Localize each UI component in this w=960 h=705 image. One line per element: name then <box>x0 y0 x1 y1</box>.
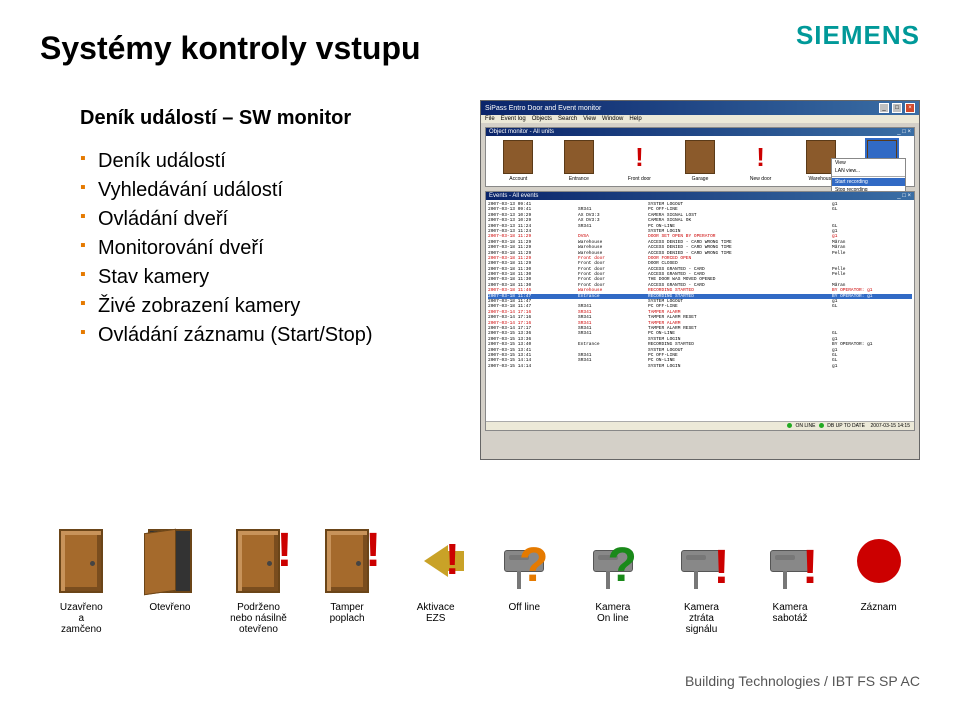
status-online: ON LINE <box>795 423 815 429</box>
menu-item[interactable]: View <box>832 159 905 167</box>
legend-label: Uzavřeno a zamčeno <box>40 602 123 635</box>
object-item[interactable]: Account <box>490 140 547 182</box>
camera-sabotage-icon: ! <box>758 524 822 598</box>
door-icon <box>685 140 715 174</box>
door-icon <box>503 140 533 174</box>
object-monitor-window: Object monitor - All units _ □ × Account… <box>485 127 915 187</box>
alert-icon <box>746 140 776 174</box>
menu-item[interactable]: View <box>583 116 596 122</box>
menu-item[interactable]: Help <box>629 116 641 122</box>
door-icon <box>564 140 594 174</box>
menu-item[interactable]: File <box>485 116 495 122</box>
legend-label: Kamera ztráta signálu <box>660 602 743 635</box>
menu-item-selected[interactable]: Start recording <box>832 178 905 186</box>
legend-item: Záznam <box>837 524 920 635</box>
legend-label: Kamera sabotáž <box>749 602 832 624</box>
legend-item: ! Kamera sabotáž <box>749 524 832 635</box>
status-dot-icon <box>819 423 824 428</box>
door-force-icon <box>315 524 379 598</box>
legend-item: Podrženo nebo násilně otevřeno <box>217 524 300 635</box>
events-body: 2007-03-13 09:41SYSTEM LOGOUTg12007-03-1… <box>486 200 914 371</box>
object-label: Entrance <box>551 176 608 182</box>
object-label: Garage <box>672 176 729 182</box>
brand-logo: SIEMENS <box>796 20 920 51</box>
window-titlebar: SiPass Entro Door and Event monitor _ □ … <box>481 101 919 115</box>
menu-item[interactable]: Objects <box>532 116 552 122</box>
statusbar: ON LINE DB UP TO DATE 2007-03-15 14:15 <box>486 421 914 430</box>
events-title: Events - All events <box>489 193 538 199</box>
window-controls: _ □ × <box>878 103 915 113</box>
app-screenshot: SiPass Entro Door and Event monitor _ □ … <box>480 100 920 460</box>
legend-item: ! Aktivace EZS <box>394 524 477 635</box>
menu-item[interactable]: LAN view... <box>832 167 905 175</box>
camera-off-icon: ? <box>492 524 556 598</box>
events-window: Events - All events _ □ × 2007-03-13 09:… <box>485 191 915 431</box>
legend-label: Aktivace EZS <box>394 602 477 624</box>
menu-item[interactable]: Event log <box>501 116 526 122</box>
door-closed-icon <box>49 524 113 598</box>
legend-item: ! Kamera ztráta signálu <box>660 524 743 635</box>
window-title: SiPass Entro Door and Event monitor <box>485 105 601 112</box>
object-monitor-title: Object monitor - All units <box>489 129 554 135</box>
menu-item[interactable]: Search <box>558 116 577 122</box>
legend-label: Off line <box>483 602 566 613</box>
door-alert-icon <box>226 524 290 598</box>
footer-text: Building Technologies / IBT FS SP AC <box>685 673 920 689</box>
status-db: DB UP TO DATE <box>827 423 865 429</box>
legend-label: Otevřeno <box>129 602 212 613</box>
close-icon[interactable]: × <box>905 103 915 113</box>
object-item[interactable]: New door <box>732 140 789 182</box>
inner-window-controls: _ □ × <box>897 193 911 199</box>
legend-item: Uzavřeno a zamčeno <box>40 524 123 635</box>
legend-label: Tamper poplach <box>306 602 389 624</box>
page-title: Systémy kontroly vstupu <box>40 30 920 67</box>
object-item[interactable]: Garage <box>672 140 729 182</box>
object-label: Front door <box>611 176 668 182</box>
camera-loss-icon: ! <box>669 524 733 598</box>
object-label: Account <box>490 176 547 182</box>
camera-on-icon: ? <box>581 524 645 598</box>
alert-icon <box>624 140 654 174</box>
legend-item: ? Kamera On line <box>572 524 655 635</box>
legend-label: Podrženo nebo násilně otevřeno <box>217 602 300 635</box>
maximize-icon[interactable]: □ <box>892 103 902 113</box>
speaker-icon: ! <box>404 524 468 598</box>
door-open-icon <box>138 524 202 598</box>
object-item[interactable]: Front door <box>611 140 668 182</box>
icon-legend: Uzavřeno a zamčeno Otevřeno Podrženo nebo … <box>40 524 920 635</box>
status-timestamp: 2007-03-15 14:15 <box>871 423 910 429</box>
record-icon <box>847 524 911 598</box>
status-dot-icon <box>787 423 792 428</box>
legend-item: Tamper poplach <box>306 524 389 635</box>
legend-label: Kamera On line <box>572 602 655 624</box>
menubar: File Event log Objects Search View Window Help <box>481 115 919 123</box>
object-item[interactable]: Entrance <box>551 140 608 182</box>
legend-label: Záznam <box>837 602 920 613</box>
object-label: New door <box>732 176 789 182</box>
legend-item: Otevřeno <box>129 524 212 635</box>
event-row: 2007-03-15 14:14SYSTEM LOGINg1 <box>488 364 912 369</box>
legend-item: ? Off line <box>483 524 566 635</box>
minimize-icon[interactable]: _ <box>879 103 889 113</box>
inner-window-controls: _ □ × <box>897 129 911 135</box>
menu-item[interactable]: Window <box>602 116 623 122</box>
